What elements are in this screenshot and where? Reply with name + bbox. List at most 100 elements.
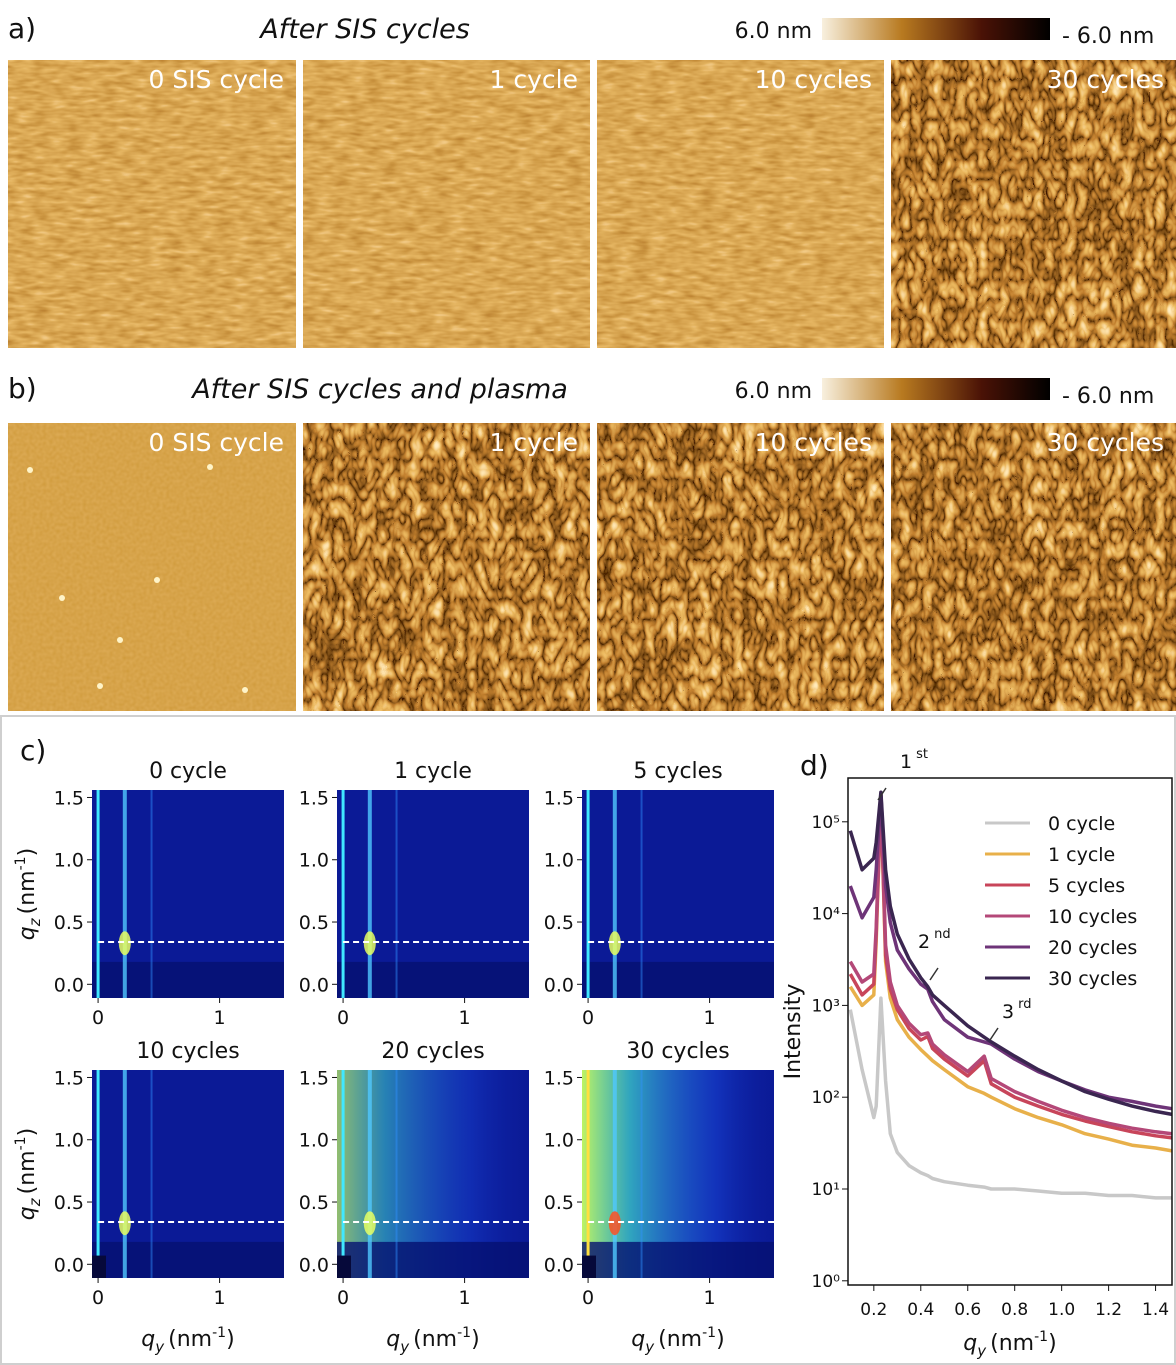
x-tick-label: 1 [459,1287,471,1309]
heatmap-title: 0 cycle [149,759,227,784]
afm-particle [27,467,33,473]
afm-image [303,423,590,711]
axis-label-unit: (nm [658,1327,702,1352]
axis-label-sub: y [644,1338,655,1356]
heatmap-title: 20 cycles [381,1039,484,1064]
axis-label-symbol: q [141,1327,155,1352]
afm-image-label: 10 cycles [755,65,872,94]
x-tick-label: 1 [214,1287,226,1309]
y-tick-label: 1.0 [299,850,329,872]
beamstop [582,1255,596,1278]
annotation-suffix: st [916,747,928,762]
afm-image [891,423,1176,711]
legend-label: 20 cycles [1048,937,1137,959]
axis-label-unit: (nm [413,1327,457,1352]
panel-label: c) [20,734,46,767]
afm-image-label: 1 cycle [490,65,578,94]
axis-label-sub: z [26,1197,44,1207]
afm-particle [117,637,123,643]
axis-label-unit-end: ) [1048,1331,1057,1356]
heatmap-low-band [337,1241,529,1278]
axis-label-sup: -1 [457,1325,471,1341]
axis-label-unit: (nm [990,1331,1034,1356]
axis-label-unit-end: ) [471,1327,480,1352]
axis-label-sup: -1 [13,856,29,870]
afm-particle [154,577,160,583]
axis-label-symbol: q [15,926,40,940]
y-tick-label: 10³ [812,996,840,1016]
peak-spot [118,931,131,956]
annotation-number: 3 [1002,1001,1014,1023]
y-tick-label: 1.5 [54,787,84,809]
y-tick-label: 1.5 [54,1067,84,1089]
axis-label-unit-end: ) [15,1128,40,1137]
afm-image [8,60,296,348]
afm-particle [97,683,103,689]
axis-label-unit: (nm [168,1327,212,1352]
axis-label: qz (nm-1) [13,1128,44,1220]
colorbar [822,378,1050,400]
y-tick-label: 0.5 [299,912,329,934]
y-tick-label: 0.5 [299,1192,329,1214]
annotation-leader [929,967,939,981]
heatmap-low-band [337,961,529,998]
series-line [848,790,1173,1117]
x-tick-label: 0 [92,1287,104,1309]
colorbar [822,18,1050,40]
panel-label: a) [8,12,36,45]
heatmap-title: 5 cycles [633,759,722,784]
afm-image [891,60,1176,348]
x-tick-label: 0 [582,1287,594,1309]
x-tick-label: 0.2 [860,1300,887,1320]
axis-label-sub: y [399,1338,410,1356]
y-tick-label: 1.5 [299,787,329,809]
axis-label-unit-end: ) [716,1327,725,1352]
y-tick-label: 10² [812,1088,840,1108]
y-tick-label: 1.0 [299,1130,329,1152]
axis-label-unit: (nm [15,870,40,914]
y-tick-label: 0.0 [544,974,574,996]
afm-image [597,60,884,348]
y-tick-label: 0.5 [544,1192,574,1214]
y-tick-label: 1.0 [544,1130,574,1152]
afm-particle [207,464,213,470]
y-tick-label: 1.0 [544,850,574,872]
x-tick-label: 0 [92,1007,104,1029]
annotation-number: 1 [900,751,912,773]
x-tick-label: 1 [459,1007,471,1029]
y-tick-label: 1.5 [544,1067,574,1089]
afm-image-label: 1 cycle [490,428,578,457]
axis-label-symbol: q [386,1327,400,1352]
heatmap-title: 30 cycles [626,1039,729,1064]
heatmap-low-band [92,1241,284,1278]
axis-label-symbol: q [963,1331,977,1356]
colorbar-max-label: 6.0 nm [735,379,812,404]
x-tick-label: 1.2 [1095,1300,1122,1320]
annotation-leader [989,1027,999,1041]
annotation-number: 2 [918,931,930,953]
y-axis-label: Intensity [781,984,806,1080]
peak-spot [363,931,376,956]
legend-label: 30 cycles [1048,968,1137,990]
afm-particle [59,595,65,601]
panel-title: After SIS cycles and plasma [190,374,568,405]
y-tick-label: 0.0 [299,974,329,996]
x-tick-label: 1.0 [1048,1300,1075,1320]
afm-particle [242,687,248,693]
axis-label-sub: y [976,1342,987,1360]
y-tick-label: 10⁴ [812,905,841,925]
x-tick-label: 0 [337,1007,349,1029]
y-tick-label: 1.0 [54,1130,84,1152]
y-tick-label: 1.0 [54,850,84,872]
heatmap-low-band [582,1241,774,1278]
axis-label-sup: -1 [212,1325,226,1341]
afm-image [8,423,296,711]
axis-label: qz (nm-1) [13,848,44,940]
axis-label-sup: -1 [702,1325,716,1341]
y-tick-label: 0.0 [54,1254,84,1276]
axis-label-unit: (nm [15,1150,40,1194]
y-tick-label: 1.5 [299,1067,329,1089]
annotation-leader [877,787,887,801]
heatmap-title: 1 cycle [394,759,472,784]
